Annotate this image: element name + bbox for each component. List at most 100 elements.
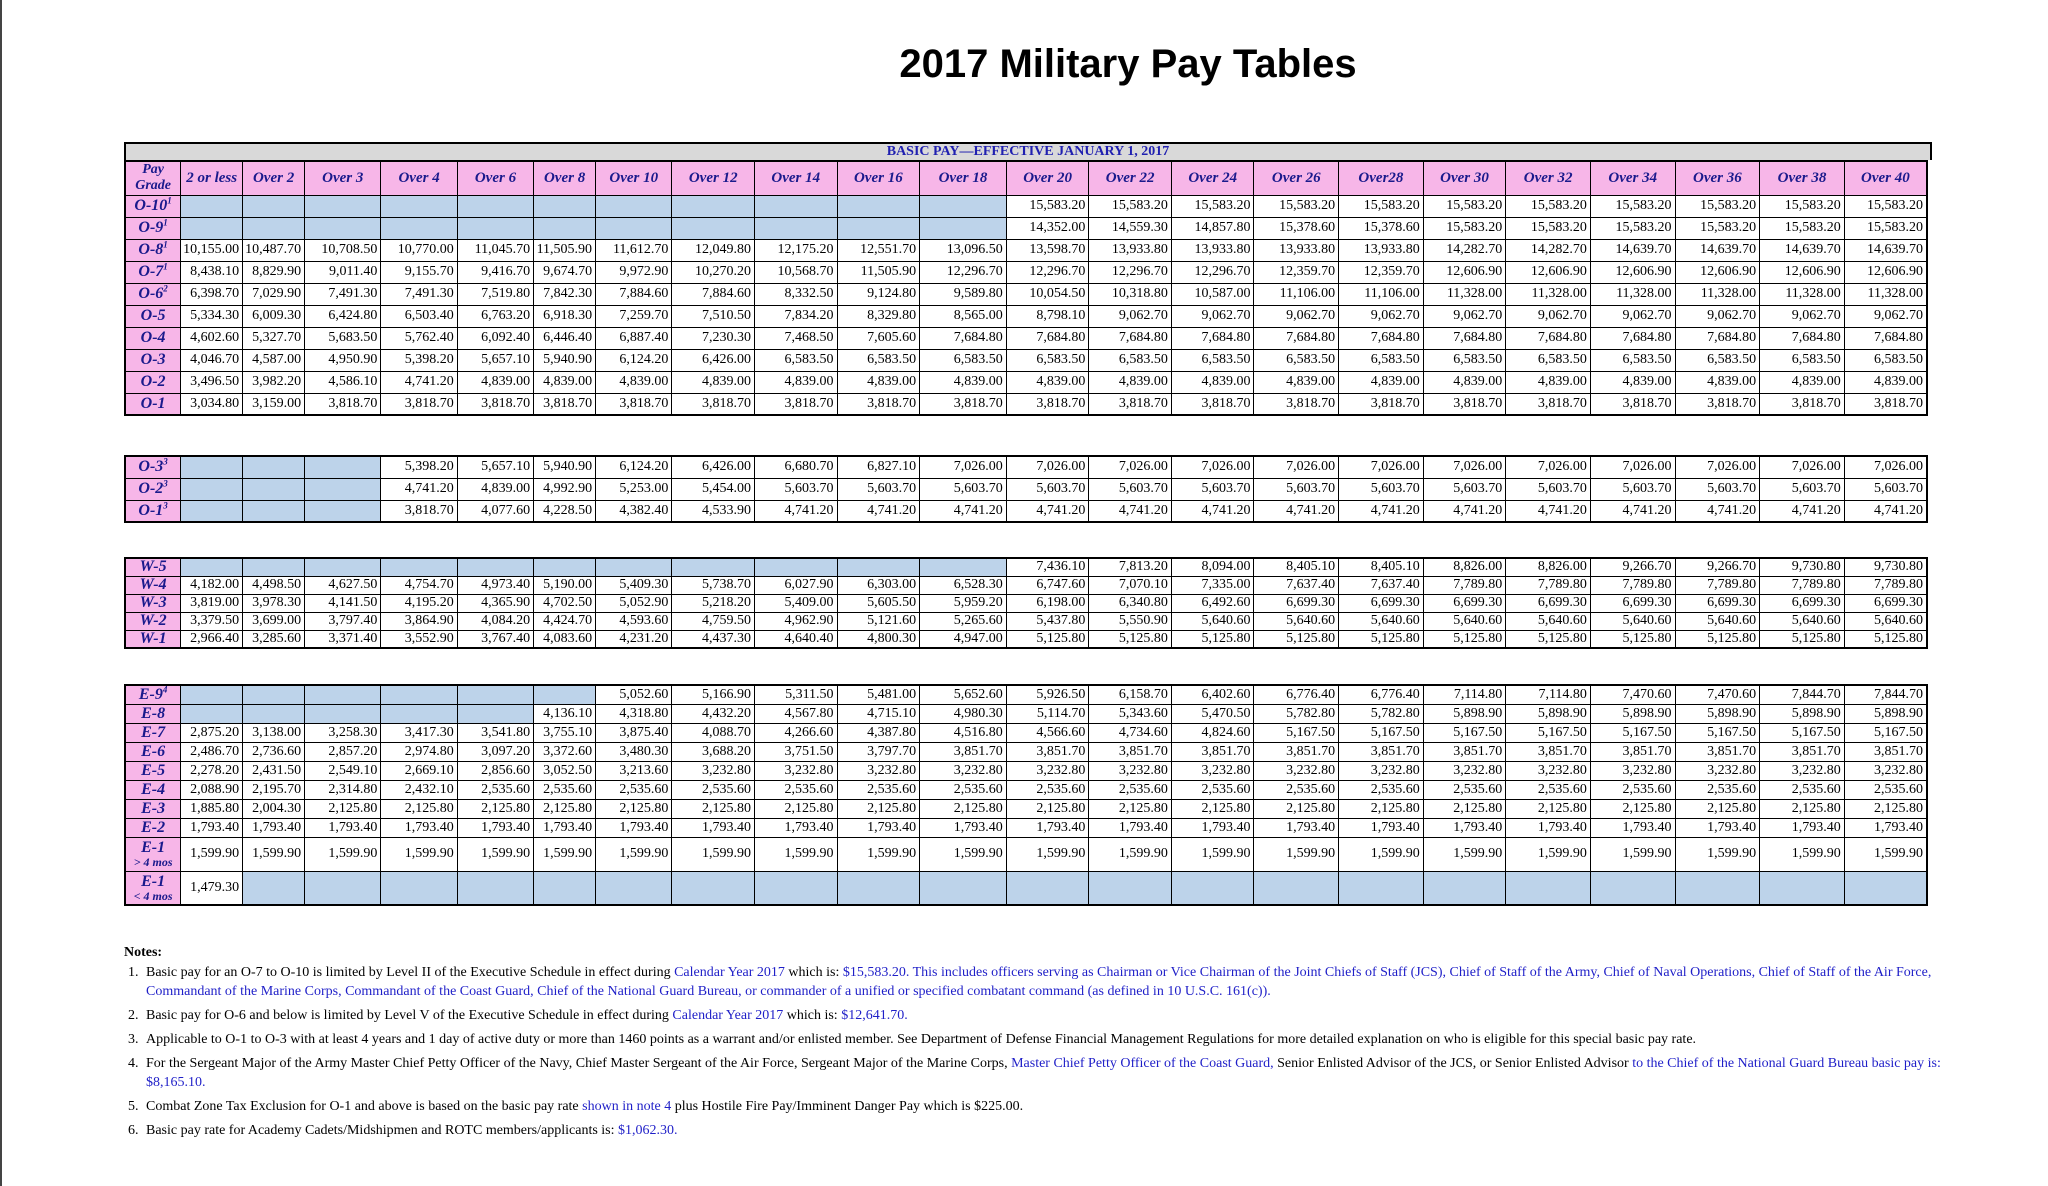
pay-value-cell: 7,510.50 xyxy=(671,304,755,328)
pay-value-cell: 13,933.80 xyxy=(1253,238,1340,262)
notes-heading: Notes: xyxy=(124,945,163,960)
pay-value-cell: 3,232.80 xyxy=(1589,760,1676,781)
note-text: Senior Enlisted Advisor of the JCS, or S… xyxy=(1273,1056,1633,1071)
pay-grade-label: W-5 xyxy=(139,558,167,576)
empty-cell xyxy=(242,194,306,218)
pay-value-cell: 9,972.90 xyxy=(595,260,673,284)
pay-value-cell: 1,793.40 xyxy=(1843,817,1928,838)
pay-value-cell: 3,818.70 xyxy=(595,392,673,416)
pay-value-cell: 8,826.00 xyxy=(1422,557,1507,577)
empty-cell xyxy=(919,870,1007,906)
pay-value-cell: 2,974.80 xyxy=(380,741,458,762)
pay-value-cell: 5,605.50 xyxy=(836,593,921,613)
pay-value-cell: 4,980.30 xyxy=(919,703,1007,724)
pay-value-cell: 5,603.70 xyxy=(753,477,838,501)
pay-grade-cell: O-62 xyxy=(124,282,182,306)
pay-value-cell: 6,583.50 xyxy=(919,348,1007,372)
pay-value-cell: 7,026.00 xyxy=(1170,455,1255,479)
pay-grade-label: O-6 xyxy=(138,285,164,302)
pay-value-cell: 5,125.80 xyxy=(1843,629,1928,649)
pay-value-cell: 6,092.40 xyxy=(456,326,535,350)
pay-value-cell: 2,125.80 xyxy=(671,798,755,819)
pay-value-cell: 13,598.70 xyxy=(1005,238,1090,262)
pay-value-cell: 3,851.70 xyxy=(1759,741,1845,762)
pay-grade-label: O-1 xyxy=(138,501,164,519)
footnote-marker: 2 xyxy=(163,283,168,294)
pay-value-cell: 11,328.00 xyxy=(1759,282,1845,306)
pay-value-cell: 5,657.10 xyxy=(456,348,535,372)
empty-cell xyxy=(836,194,921,218)
empty-cell xyxy=(671,870,755,906)
pay-value-cell: 14,282.70 xyxy=(1422,238,1507,262)
pay-value-cell: 3,818.70 xyxy=(1843,392,1928,416)
pay-value-cell: 15,583.20 xyxy=(1843,216,1928,240)
pay-value-cell: 4,228.50 xyxy=(533,499,597,523)
pay-value-cell: 2,535.60 xyxy=(1005,779,1090,800)
pay-value-cell: 3,232.80 xyxy=(1253,760,1340,781)
pay-value-cell: 5,603.70 xyxy=(919,477,1007,501)
pay-value-cell: 5,898.90 xyxy=(1505,703,1591,724)
pay-value-cell: 5,265.60 xyxy=(919,611,1007,631)
pay-value-cell: 4,973.40 xyxy=(456,575,535,595)
pay-value-cell: 5,738.70 xyxy=(671,575,755,595)
pay-grade-cell: E-1 < 4 mos xyxy=(124,870,182,906)
pay-grade-label: O-7 xyxy=(138,263,164,280)
pay-value-cell: 2,736.60 xyxy=(242,741,306,762)
pay-value-cell: 5,640.60 xyxy=(1338,611,1424,631)
pay-value-cell: 2,535.60 xyxy=(1505,779,1591,800)
pay-value-cell: 11,328.00 xyxy=(1674,282,1761,306)
years-header: Over 2 xyxy=(242,160,306,196)
pay-grade-label: W-1 xyxy=(139,630,167,647)
pay-value-cell: 15,583.20 xyxy=(1505,194,1591,218)
pay-value-cell: 3,818.70 xyxy=(1170,392,1255,416)
pay-value-cell: 7,684.80 xyxy=(1170,326,1255,350)
pay-grade-cell: O-1 xyxy=(124,392,182,416)
pay-value-cell: 5,603.70 xyxy=(836,477,921,501)
pay-grade-cell: W-1 xyxy=(124,629,182,649)
pay-value-cell: 12,606.90 xyxy=(1843,260,1928,284)
pay-value-cell: 7,519.80 xyxy=(456,282,535,306)
note-item: 4. For the Sergeant Major of the Army Mas… xyxy=(124,1054,1944,1092)
empty-cell xyxy=(304,499,382,523)
pay-value-cell: 1,793.40 xyxy=(753,817,838,838)
pay-value-cell: 5,640.60 xyxy=(1759,611,1845,631)
pay-value-cell: 15,583.20 xyxy=(1005,194,1090,218)
pay-value-cell: 3,232.80 xyxy=(1005,760,1090,781)
pay-value-cell: 4,715.10 xyxy=(836,703,921,724)
pay-grade-label: O-4 xyxy=(140,329,166,346)
pay-value-cell: 7,684.80 xyxy=(1005,326,1090,350)
pay-value-cell: 14,639.70 xyxy=(1674,238,1761,262)
pay-value-cell: 5,603.70 xyxy=(1674,477,1761,501)
pay-grade-label: W-3 xyxy=(139,594,167,611)
pay-value-cell: 2,875.20 xyxy=(180,722,244,743)
pay-value-cell: 6,583.50 xyxy=(1422,348,1507,372)
pay-value-cell: 6,583.50 xyxy=(1170,348,1255,372)
pay-value-cell: 15,583.20 xyxy=(1505,216,1591,240)
pay-value-cell: 11,045.70 xyxy=(456,238,535,262)
pay-value-cell: 4,741.20 xyxy=(1088,499,1172,523)
pay-value-cell: 15,583.20 xyxy=(1759,216,1845,240)
pay-value-cell: 15,583.20 xyxy=(1843,194,1928,218)
note-text: $12,641.70. xyxy=(841,1008,908,1023)
pay-value-cell: 3,851.70 xyxy=(1338,741,1424,762)
pay-value-cell: 5,454.00 xyxy=(671,477,755,501)
pay-value-cell: 2,535.60 xyxy=(595,779,673,800)
pay-value-cell: 2,125.80 xyxy=(1253,798,1340,819)
pay-grade-cell: E-4 xyxy=(124,779,182,800)
pay-value-cell: 2,856.60 xyxy=(456,760,535,781)
pay-value-cell: 7,026.00 xyxy=(1422,455,1507,479)
pay-value-cell: 1,599.90 xyxy=(1338,836,1424,872)
pay-value-cell: 5,657.10 xyxy=(456,455,535,479)
empty-cell xyxy=(242,477,306,501)
note-text: Calendar Year 2017 xyxy=(674,965,785,980)
years-header: Over 16 xyxy=(836,160,921,196)
pay-value-cell: 2,535.60 xyxy=(1589,779,1676,800)
pay-value-cell: 4,839.00 xyxy=(456,477,535,501)
pay-value-cell: 5,334.30 xyxy=(180,304,244,328)
pay-value-cell: 7,684.80 xyxy=(1422,326,1507,350)
empty-cell xyxy=(1005,870,1090,906)
pay-value-cell: 7,026.00 xyxy=(1505,455,1591,479)
pay-value-cell: 4,498.50 xyxy=(242,575,306,595)
pay-value-cell: 14,639.70 xyxy=(1843,238,1928,262)
pay-value-cell: 3,818.70 xyxy=(1422,392,1507,416)
